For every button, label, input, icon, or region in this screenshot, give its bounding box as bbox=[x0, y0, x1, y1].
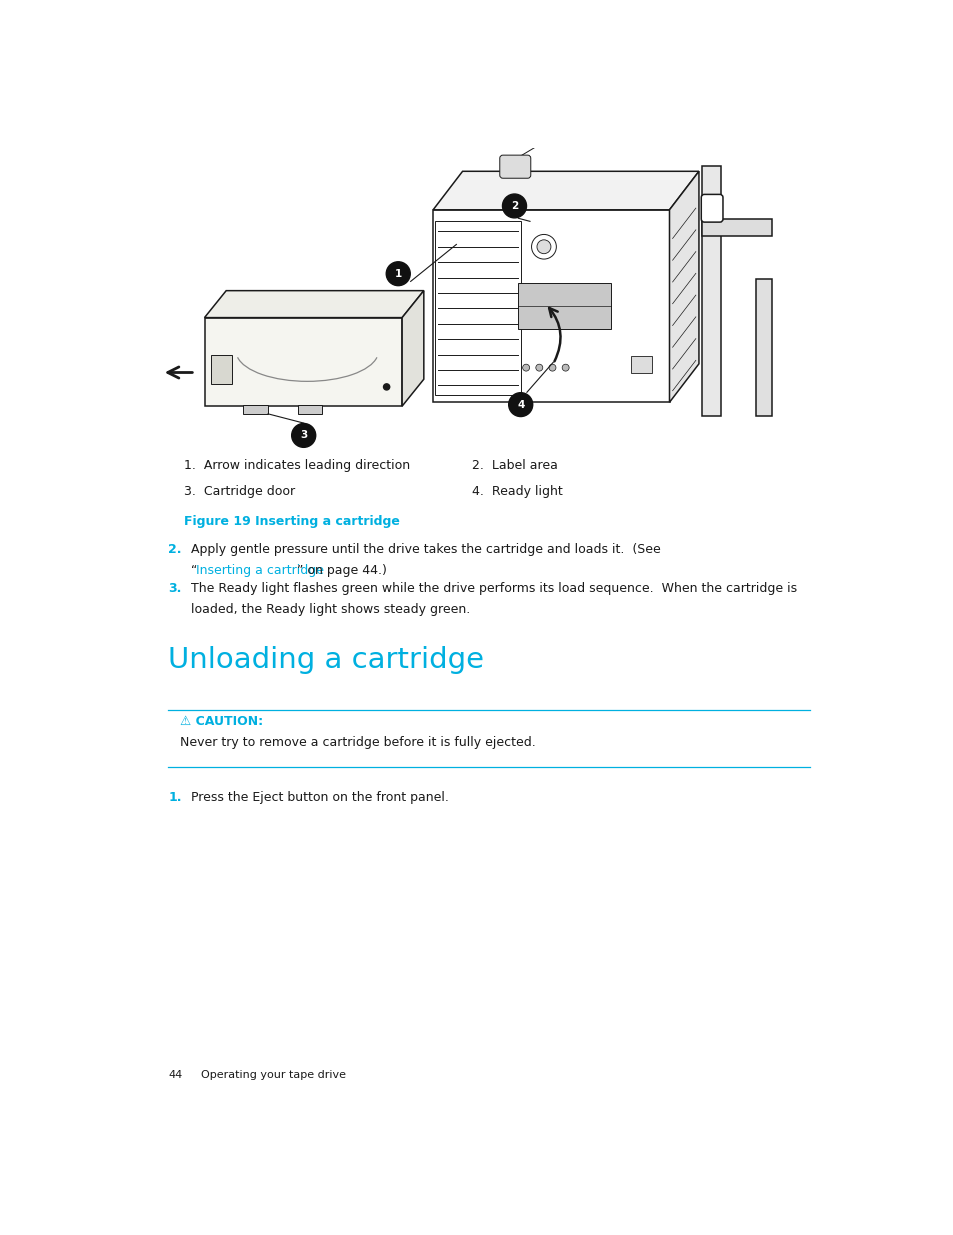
Circle shape bbox=[383, 384, 390, 390]
Text: 3.  Cartridge door: 3. Cartridge door bbox=[183, 484, 294, 498]
Text: Never try to remove a cartridge before it is fully ejected.: Never try to remove a cartridge before i… bbox=[179, 736, 535, 748]
FancyBboxPatch shape bbox=[243, 405, 268, 414]
Text: 1.: 1. bbox=[168, 792, 181, 804]
Text: 3.: 3. bbox=[168, 582, 181, 595]
Text: Apply gentle pressure until the drive takes the cartridge and loads it.  (See: Apply gentle pressure until the drive ta… bbox=[192, 543, 660, 556]
FancyBboxPatch shape bbox=[756, 279, 771, 416]
FancyBboxPatch shape bbox=[433, 210, 669, 403]
Circle shape bbox=[292, 424, 315, 447]
FancyBboxPatch shape bbox=[701, 219, 771, 236]
FancyBboxPatch shape bbox=[204, 317, 402, 406]
FancyBboxPatch shape bbox=[630, 356, 652, 373]
Circle shape bbox=[531, 235, 556, 259]
Text: 1.  Arrow indicates leading direction: 1. Arrow indicates leading direction bbox=[183, 458, 409, 472]
Circle shape bbox=[522, 364, 529, 370]
Text: 2: 2 bbox=[511, 201, 517, 211]
Text: ” on page 44.): ” on page 44.) bbox=[296, 564, 386, 577]
Polygon shape bbox=[402, 290, 423, 406]
Polygon shape bbox=[433, 172, 699, 210]
Text: ⚠ CAUTION:: ⚠ CAUTION: bbox=[179, 715, 262, 727]
Text: 2.  Label area: 2. Label area bbox=[472, 458, 558, 472]
Text: Press the Eject button on the front panel.: Press the Eject button on the front pane… bbox=[192, 792, 449, 804]
Text: Inserting a cartridge: Inserting a cartridge bbox=[196, 564, 324, 577]
Text: Figure 19 Inserting a cartridge: Figure 19 Inserting a cartridge bbox=[183, 515, 399, 529]
FancyBboxPatch shape bbox=[297, 405, 322, 414]
Polygon shape bbox=[204, 290, 423, 317]
FancyBboxPatch shape bbox=[701, 165, 720, 416]
Text: 1: 1 bbox=[395, 269, 401, 279]
Text: 4: 4 bbox=[517, 400, 524, 410]
FancyBboxPatch shape bbox=[700, 194, 722, 222]
Circle shape bbox=[537, 240, 550, 253]
Text: 44: 44 bbox=[168, 1070, 182, 1079]
Text: The Ready light flashes green while the drive performs its load sequence.  When : The Ready light flashes green while the … bbox=[192, 582, 797, 595]
Text: loaded, the Ready light shows steady green.: loaded, the Ready light shows steady gre… bbox=[192, 603, 470, 615]
Circle shape bbox=[502, 194, 526, 217]
Text: “: “ bbox=[192, 564, 197, 577]
Circle shape bbox=[508, 393, 532, 416]
Text: 3: 3 bbox=[300, 431, 307, 441]
FancyBboxPatch shape bbox=[211, 354, 233, 384]
Circle shape bbox=[561, 364, 569, 370]
Text: Unloading a cartridge: Unloading a cartridge bbox=[168, 646, 483, 674]
Circle shape bbox=[548, 364, 556, 370]
Text: 2.: 2. bbox=[168, 543, 181, 556]
Circle shape bbox=[536, 364, 542, 370]
Text: Operating your tape drive: Operating your tape drive bbox=[200, 1070, 345, 1079]
Circle shape bbox=[386, 262, 410, 285]
Text: 4.  Ready light: 4. Ready light bbox=[472, 484, 562, 498]
Polygon shape bbox=[669, 172, 699, 403]
FancyBboxPatch shape bbox=[517, 283, 611, 330]
FancyBboxPatch shape bbox=[499, 156, 530, 178]
